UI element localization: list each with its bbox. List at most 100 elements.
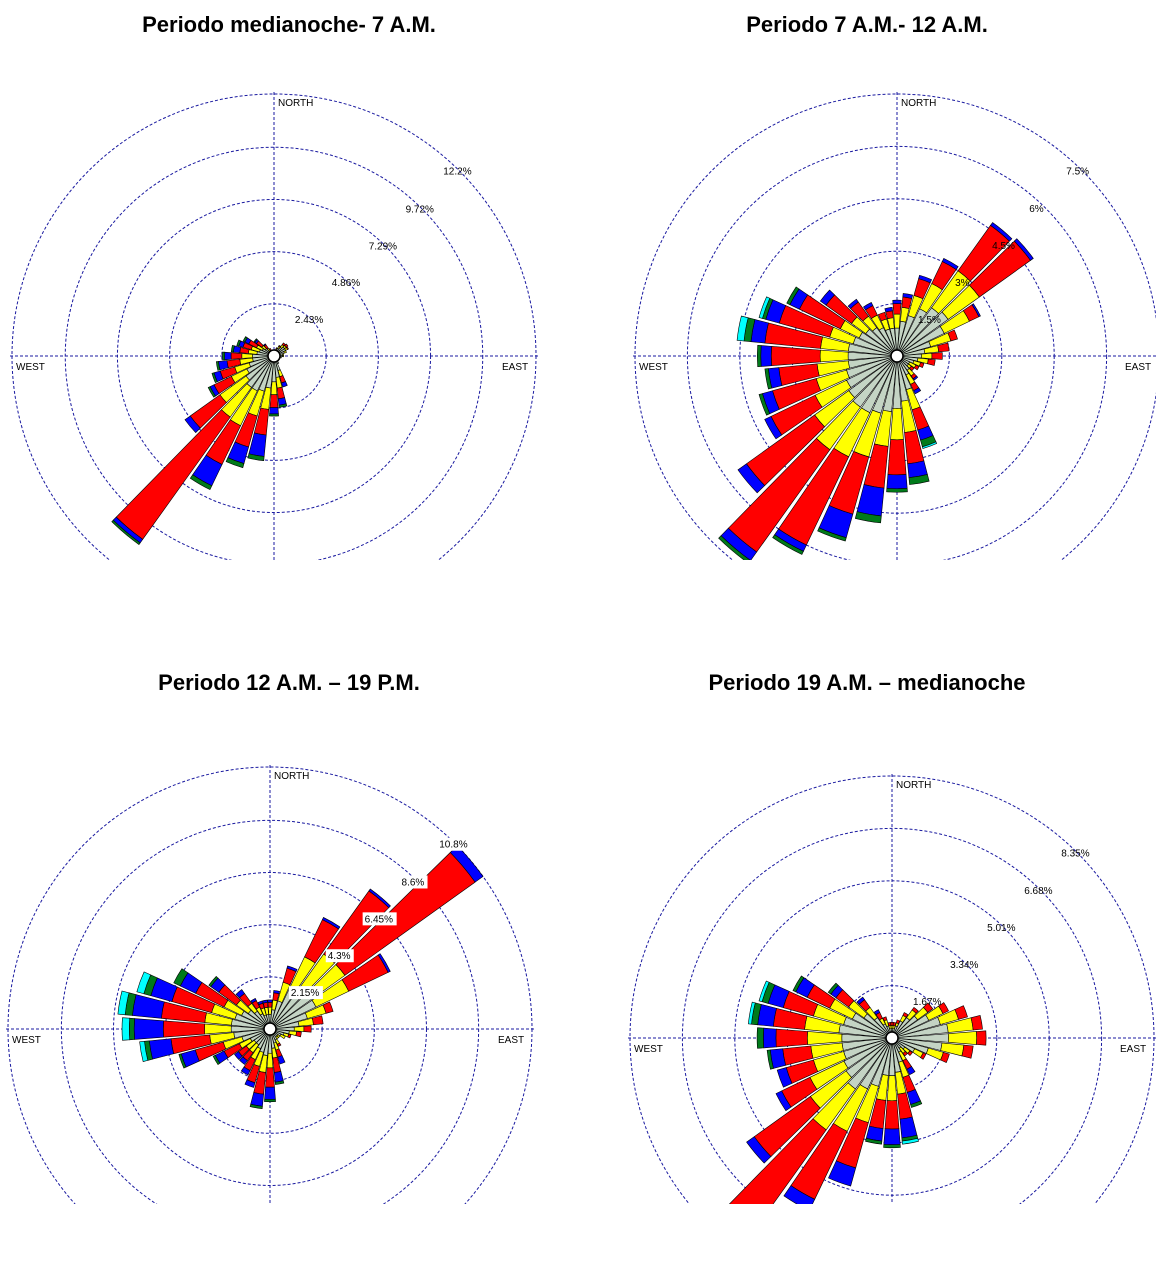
rose-bar-segment: [293, 1026, 305, 1032]
rose-bar-segment: [235, 989, 245, 999]
rose-bar-segment: [266, 1052, 274, 1069]
rose-bar-segment: [856, 996, 866, 1005]
wind-rose-chart: 2.43%4.86%7.29%9.72%12.2%NORTHSOUTHEASTW…: [10, 92, 538, 560]
wind-rose-panel-1: Periodo medianoche- 7 A.M. 2.43% 4.86% 7.2…: [0, 0, 578, 644]
rose-bar-segment: [249, 1103, 263, 1110]
rose-bar-segment: [883, 1144, 901, 1149]
grid-ring: [786, 932, 998, 1144]
rose-bar-segment: [718, 535, 751, 560]
rose-bar-segment: [224, 351, 232, 361]
ring-label: 4.3%: [328, 951, 351, 962]
ring-label: 8.6%: [402, 877, 425, 888]
rose-bar-segment: [890, 407, 904, 441]
wind-rose-panel-3: Periodo 12 A.M. – 19 P.M. 2.15% 4.3% 6.45%…: [0, 644, 578, 1288]
calm-center: [890, 349, 904, 363]
ring-label: 8.35%: [1061, 849, 1089, 860]
rose-bar-segment: [250, 997, 257, 1004]
grid-ring: [791, 250, 1003, 462]
rose-bar-segment: [776, 1067, 793, 1088]
rose-bar-segment: [758, 393, 771, 416]
rose-bar-segment: [234, 1051, 243, 1060]
ring-label: 12.2%: [443, 167, 471, 178]
rose-bar-segment: [863, 302, 874, 311]
calm-center: [263, 1022, 277, 1036]
rose-bar-segment: [222, 351, 226, 361]
ring-label: 6%: [1029, 204, 1044, 215]
rose-bar-segment: [267, 999, 273, 1003]
direction-label-west: WEST: [16, 362, 45, 373]
rose-bar-segment: [241, 353, 253, 359]
direction-label-east: EAST: [498, 1035, 524, 1046]
rose-bar-segment: [277, 1055, 286, 1065]
rose-bar-segment: [913, 364, 920, 371]
rose-bar-segment: [847, 298, 859, 310]
rose-bar-segment: [886, 488, 908, 493]
calm-center: [267, 349, 281, 363]
rose-bar-segment: [230, 352, 243, 360]
rose-bar-segment: [269, 407, 279, 415]
rose-bar-segment: [927, 358, 936, 366]
rose-bar-segment: [240, 1066, 251, 1076]
rose-bar-segment: [877, 311, 888, 322]
rose-bar-segment: [970, 1015, 983, 1031]
rose-bar-segment: [764, 415, 783, 440]
rose-bar-segment: [938, 1002, 949, 1014]
rose-bar-segment: [887, 1022, 892, 1027]
rose-bar-segment: [282, 354, 284, 358]
rose-bar-segment: [770, 346, 821, 366]
rose-bar-segment: [906, 1066, 916, 1076]
rose-bar-segment: [901, 1137, 919, 1145]
rose-bar-segment: [902, 1051, 908, 1057]
rose-bar-segment: [763, 1027, 777, 1049]
rose-bar-segment: [827, 982, 839, 995]
rose-bar-segment: [971, 303, 981, 318]
rose-bar-segment: [225, 457, 245, 469]
rose-bar-segment: [775, 1028, 808, 1048]
rose-bar-segment: [287, 1033, 292, 1039]
ring-label: 7.29%: [369, 241, 397, 252]
rose-bar-segment: [902, 293, 914, 299]
direction-label-west: WEST: [639, 362, 668, 373]
rose-bar-segment: [737, 463, 766, 494]
rose-bar-segment: [117, 990, 130, 1016]
rose-bar-segment: [286, 965, 298, 972]
rose-bar-segment: [931, 352, 943, 360]
rose-bar-segment: [230, 344, 235, 353]
grid-ring: [169, 251, 379, 461]
rose-bar-segment: [786, 286, 800, 306]
rose-bar-segment: [207, 386, 216, 398]
ring-label: 9.72%: [406, 204, 434, 215]
ring-label: 2.43%: [295, 315, 323, 326]
ring-label: 1.67%: [913, 997, 941, 1008]
rose-bar-segment: [239, 1056, 248, 1065]
rose-bar-segment: [817, 527, 847, 542]
rose-bar-segment: [990, 222, 1013, 242]
rose-bar-segment: [189, 474, 213, 491]
rose-bar-segment: [215, 361, 221, 371]
wind-rose-panel-2: Periodo 7 A.M.- 12 A.M. 1.5% 3% 4.5% 6% 7.5%…: [578, 0, 1156, 644]
ring-label-background: [362, 912, 397, 926]
rose-bar-segment: [212, 1054, 221, 1066]
rose-bar-segment: [265, 1067, 275, 1088]
rose-bar-segment: [270, 381, 278, 395]
rose-bar-segment: [128, 1017, 135, 1041]
rose-bar-segment: [920, 1052, 927, 1060]
rose-bar-segment: [828, 1160, 857, 1187]
rose-bar-segment: [886, 474, 908, 490]
rose-bar-segment: [273, 990, 281, 995]
ring-label: 4.86%: [332, 278, 360, 289]
rose-bar-segment: [758, 980, 770, 1003]
ring-label: 3.34%: [950, 960, 978, 971]
rose-bar-segment: [276, 386, 286, 400]
rose-bar-segment: [775, 1090, 792, 1112]
direction-label-west: WEST: [12, 1035, 41, 1046]
rose-bar-segment: [756, 1027, 765, 1049]
rose-bar-segment: [368, 888, 391, 909]
rose-bar-segment: [269, 413, 279, 417]
rose-bar-segment: [295, 1031, 302, 1038]
rose-bar-segment: [882, 1016, 888, 1022]
rose-bar-segment: [940, 1051, 950, 1064]
rose-bar-segment: [902, 1012, 909, 1018]
ring-label-background: [399, 875, 428, 889]
rose-bar-segment: [257, 1000, 264, 1006]
